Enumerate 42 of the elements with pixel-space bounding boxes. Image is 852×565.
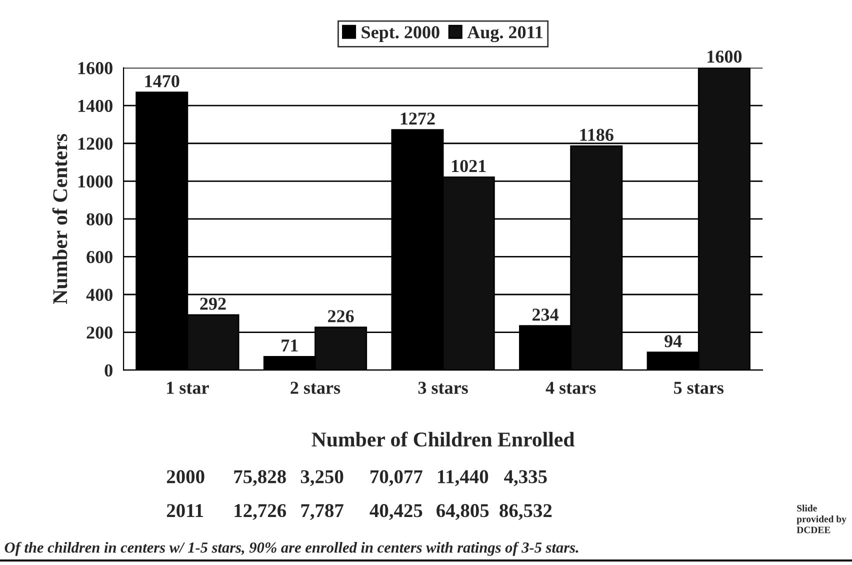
- text: 75,828: [234, 470, 286, 486]
- y-tick-label: 1600: [78, 62, 112, 74]
- y-tick-label: 1400: [78, 100, 112, 112]
- data-label: 1272: [400, 112, 435, 125]
- y-tick-label: 1200: [78, 138, 112, 150]
- x-tick-label: 2 stars: [290, 382, 340, 394]
- x-tick-label: 4 stars: [546, 382, 596, 394]
- text: 40,425: [370, 504, 422, 520]
- y-tick-label: 600: [86, 250, 112, 264]
- text: 4,335: [504, 470, 547, 486]
- data-label: 1186: [580, 128, 614, 141]
- text: 64,805: [436, 504, 489, 520]
- data-label: 1600: [708, 50, 742, 63]
- y-tick-label: 400: [86, 288, 112, 301]
- legend-label: Sept. 2000: [362, 26, 440, 42]
- x-tick-label: 1 star: [167, 382, 209, 394]
- text: 2011: [166, 504, 203, 518]
- x-tick-label: 5 stars: [674, 382, 724, 394]
- text: 7,787: [301, 504, 344, 520]
- data-label: 226: [328, 310, 354, 322]
- text: 3,250: [300, 470, 344, 486]
- y-tick-label: 200: [86, 326, 112, 339]
- data-label: 1021: [452, 160, 486, 172]
- y-tick-label: 1000: [78, 175, 112, 188]
- data-label: 1470: [145, 75, 180, 88]
- text: Number of Children Enrolled: [312, 432, 574, 447]
- data-label: 292: [200, 298, 226, 310]
- y-tick-label: 0: [104, 364, 112, 377]
- legend-label: Aug. 2011: [467, 26, 542, 42]
- text: Of the children in centers w/ 1-5 stars, 90% are enrolled in centers with ratings of 3-5 stars.: [4, 542, 578, 556]
- data-label: 71: [282, 340, 298, 352]
- x-tick-label: 3 stars: [418, 382, 468, 394]
- data-label: 94: [664, 335, 682, 348]
- data-label: 234: [532, 308, 558, 321]
- text: 2000: [166, 470, 204, 484]
- text: 86,532: [500, 504, 552, 520]
- y-tick-label: 800: [86, 213, 112, 226]
- text: 12,726: [234, 504, 286, 520]
- text: 70,077: [370, 470, 422, 486]
- y-axis-title: Number of Centers: [52, 134, 68, 304]
- text: Slide provided by DCDEE: [796, 504, 846, 534]
- text: 11,440: [438, 470, 488, 486]
